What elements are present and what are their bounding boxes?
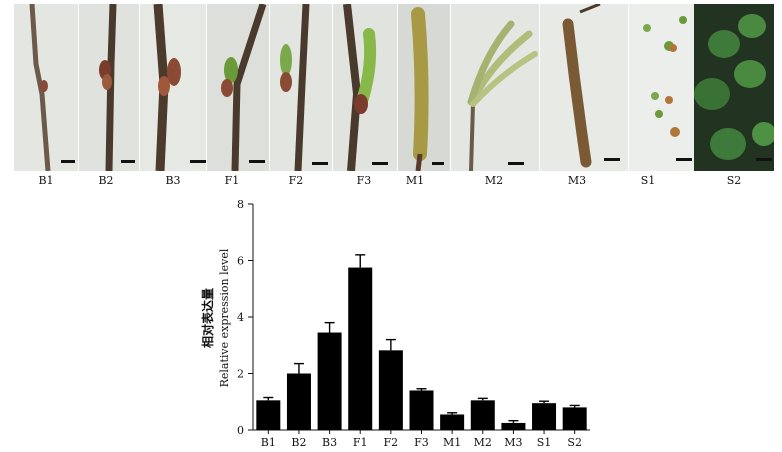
panel-label-b1: B1 bbox=[38, 174, 54, 187]
bar-b2 bbox=[286, 373, 311, 430]
x-tick-label-m2: M2 bbox=[474, 436, 492, 449]
bar-f1 bbox=[348, 267, 373, 430]
y-axis-label-cn: 相对表达量 bbox=[200, 288, 215, 348]
x-tick-label-f1: F1 bbox=[353, 436, 368, 449]
photo-panel-b2 bbox=[79, 4, 139, 171]
bar-b3 bbox=[317, 332, 342, 430]
photo-panel-f3 bbox=[333, 4, 397, 171]
scale-bar bbox=[432, 162, 444, 165]
y-tick-label: 2 bbox=[237, 368, 244, 381]
panel-label-f3: F3 bbox=[356, 174, 372, 187]
panel-label-m1: M1 bbox=[405, 174, 425, 187]
photo-panel-b1 bbox=[14, 4, 78, 171]
x-tick-label-s2: S2 bbox=[567, 436, 582, 449]
panel-label-s2: S2 bbox=[726, 174, 742, 187]
scale-bar bbox=[676, 158, 692, 161]
scale-bar bbox=[121, 160, 135, 163]
photo-panel-m2 bbox=[451, 4, 539, 171]
x-tick-label-b1: B1 bbox=[261, 436, 276, 449]
scale-bar bbox=[61, 160, 75, 163]
scale-bar bbox=[190, 160, 206, 163]
scale-bar bbox=[508, 162, 524, 165]
scale-bar bbox=[756, 158, 772, 161]
bar-f3 bbox=[409, 390, 434, 430]
photo-panel-m3 bbox=[540, 4, 628, 171]
panel-label-s1: S1 bbox=[640, 174, 656, 187]
scale-bar bbox=[372, 162, 388, 165]
panel-label-f2: F2 bbox=[288, 174, 304, 187]
x-tick-label-f3: F3 bbox=[414, 436, 429, 449]
photo-strip bbox=[14, 4, 774, 171]
bar-s2 bbox=[562, 407, 587, 430]
x-tick-label-b2: B2 bbox=[291, 436, 306, 449]
y-tick-label: 6 bbox=[237, 255, 244, 268]
photo-panel-s2 bbox=[694, 4, 774, 171]
x-axis-labels: B1 B2 B3 F1 F2 F3 M1 M2 M3 S1 S2 bbox=[261, 430, 582, 449]
photo-panel-f1 bbox=[207, 4, 269, 171]
scale-bar bbox=[604, 158, 620, 161]
bar-m1 bbox=[440, 414, 465, 430]
bar-m3 bbox=[501, 422, 526, 430]
y-tick-label: 4 bbox=[237, 311, 244, 324]
photo-panel-f2 bbox=[270, 4, 332, 171]
x-tick-label-m3: M3 bbox=[504, 436, 522, 449]
scale-bar bbox=[312, 162, 328, 165]
x-tick-label-s1: S1 bbox=[537, 436, 552, 449]
bars bbox=[256, 254, 587, 430]
x-tick-label-m1: M1 bbox=[443, 436, 461, 449]
panel-label-m3: M3 bbox=[567, 174, 587, 187]
scale-bar bbox=[249, 160, 265, 163]
bar-s1 bbox=[532, 403, 557, 430]
bar-m2 bbox=[470, 400, 495, 430]
panel-label-m2: M2 bbox=[484, 174, 504, 187]
y-tick-label: 8 bbox=[237, 198, 244, 211]
y-axis-label-en: Relative expression level bbox=[218, 248, 231, 387]
y-tick-label: 0 bbox=[237, 424, 244, 437]
panel-label-b2: B2 bbox=[98, 174, 114, 187]
panel-label-b3: B3 bbox=[165, 174, 181, 187]
x-tick-label-f2: F2 bbox=[384, 436, 399, 449]
x-tick-label-b3: B3 bbox=[322, 436, 337, 449]
photo-panel-m1 bbox=[398, 4, 450, 171]
panel-label-f1: F1 bbox=[224, 174, 240, 187]
bar-f2 bbox=[378, 350, 403, 430]
photo-panel-b3 bbox=[140, 4, 206, 171]
bar-b1 bbox=[256, 400, 281, 430]
